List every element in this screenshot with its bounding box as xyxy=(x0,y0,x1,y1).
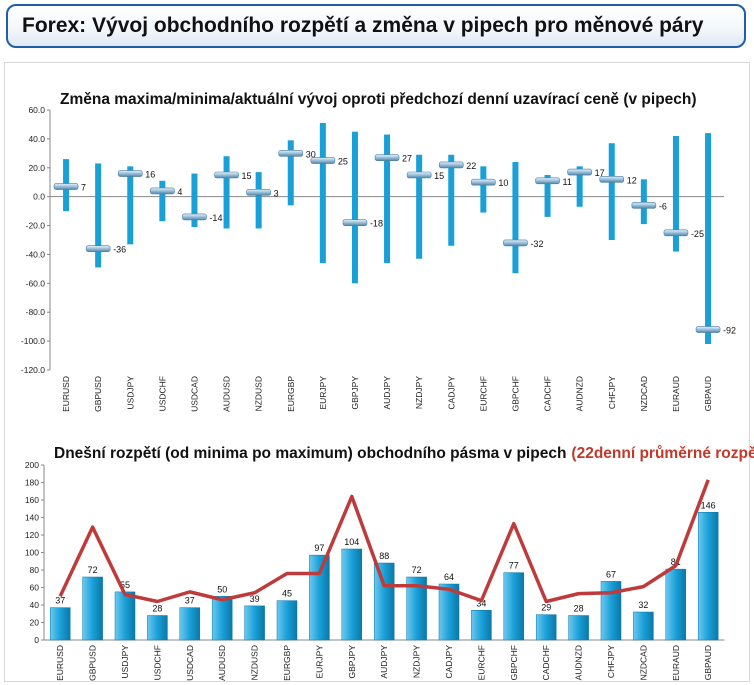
chart1-y-tick-label: -80.0 xyxy=(26,307,46,317)
chart1-range-bar xyxy=(351,131,358,284)
chart1-current-marker xyxy=(471,178,496,186)
chart1-category-label: GBPJPY xyxy=(350,376,360,410)
chart1-category-label: AUDJPY xyxy=(382,376,392,410)
chart1-y-tick-label: -20.0 xyxy=(26,221,46,231)
chart1-category-label: EURCHF xyxy=(478,376,488,411)
chart1-range-bar xyxy=(416,154,423,259)
chart1-category-label: USDCHF xyxy=(157,376,167,411)
charts-panel xyxy=(4,62,750,682)
chart1-current-marker xyxy=(631,202,657,209)
chart1-range-bar xyxy=(319,123,326,264)
chart1-category-label: EURGBP xyxy=(286,376,296,412)
chart1-category-label: NZDCAD xyxy=(639,376,649,411)
chart1-range-bar xyxy=(159,180,166,222)
chart1-range-bar xyxy=(640,179,647,225)
chart1-y-tick-label: 60.0 xyxy=(28,105,45,115)
chart1-range-bar xyxy=(576,166,583,207)
chart1-current-marker xyxy=(310,157,336,164)
chart1-data-label: 7 xyxy=(81,183,86,193)
chart1-y-tick-label: 20.0 xyxy=(28,163,45,173)
chart1-category-label: GBPCHF xyxy=(510,376,520,411)
chart1-category-label: EURAUD xyxy=(671,376,681,412)
chart1-category-label: EURJPY xyxy=(318,376,328,410)
chart1-category-label: NZDJPY xyxy=(414,376,424,409)
chart1-category-label: AUDUSD xyxy=(222,376,232,412)
chart1-category-label: NZDUSD xyxy=(254,376,264,411)
chart1-current-marker xyxy=(374,154,400,161)
chart1-current-marker xyxy=(278,150,304,157)
chart1-data-label: 22 xyxy=(466,161,476,171)
chart1-current-marker xyxy=(117,170,143,177)
chart1-y-tick-label: 40.0 xyxy=(28,134,45,144)
chart1-current-marker xyxy=(53,183,79,190)
chart1-range-bar xyxy=(223,156,230,229)
chart1-data-label: -18 xyxy=(370,219,383,229)
chart1-range-bar xyxy=(287,140,294,206)
chart1-range-bar xyxy=(544,175,551,217)
chart1-data-label: -14 xyxy=(209,213,222,223)
chart1-category-label: EURUSD xyxy=(61,376,71,412)
chart1-title: Změna maxima/minima/aktuální vývoj oprot… xyxy=(60,91,697,108)
chart1-y-tick-label: -120.0 xyxy=(21,365,45,375)
chart1-current-marker xyxy=(599,176,625,183)
chart1-y-tick-label: -60.0 xyxy=(26,278,46,288)
chart1-data-label: 30 xyxy=(306,149,316,159)
chart1-data-label: 17 xyxy=(595,168,605,178)
chart1-data-label: -92 xyxy=(723,326,736,336)
chart1-range-bar xyxy=(480,166,487,213)
chart1-y-tick-label: -100.0 xyxy=(21,336,45,346)
chart1-range-bar xyxy=(95,163,102,268)
chart1-category-label: GBPUSD xyxy=(93,376,103,412)
chart1-data-label: 15 xyxy=(434,171,444,181)
chart1-y-tick-label: -40.0 xyxy=(26,249,46,259)
chart1-current-marker xyxy=(182,213,207,221)
chart1-range-bar xyxy=(255,172,262,229)
chart1-range-bar xyxy=(448,154,455,246)
chart1-category-label: CHFJPY xyxy=(607,376,617,409)
chart1-data-label: 25 xyxy=(338,157,348,167)
chart1-category-label: USDJPY xyxy=(125,376,135,410)
pip-change-chart: Změna maxima/minima/aktuální vývoj oprot… xyxy=(21,91,736,412)
chart1-data-label: -25 xyxy=(691,229,704,239)
chart1-current-marker xyxy=(246,189,271,196)
chart1-current-marker xyxy=(406,171,432,179)
chart1-category-label: GBPAUD xyxy=(703,376,713,411)
chart1-range-bar xyxy=(608,143,615,240)
chart1-current-marker xyxy=(214,171,239,179)
chart1-data-label: 16 xyxy=(145,170,155,180)
chart1-y-tick-label: 0.0 xyxy=(33,192,45,202)
chart1-current-marker xyxy=(438,161,464,169)
chart1-data-label: -32 xyxy=(530,239,543,249)
chart1-data-label: 4 xyxy=(177,187,182,197)
chart1-range-bar xyxy=(705,133,712,344)
chart1-current-marker xyxy=(567,168,592,176)
chart1-category-label: CADJPY xyxy=(446,376,456,410)
chart1-current-marker xyxy=(663,229,689,237)
chart1-range-bar xyxy=(127,166,134,245)
chart1-data-label: 12 xyxy=(627,175,637,185)
chart1-range-bar xyxy=(191,173,198,227)
chart1-category-label: AUDNZD xyxy=(575,376,585,411)
chart1-current-marker xyxy=(342,219,368,226)
chart1-current-marker xyxy=(150,187,175,195)
chart1-data-label: 10 xyxy=(498,178,508,188)
chart1-data-label: 27 xyxy=(402,154,412,164)
chart1-data-label: 3 xyxy=(274,188,279,198)
chart1-data-label: 15 xyxy=(242,171,252,181)
chart1-current-marker xyxy=(85,245,111,252)
chart1-current-marker xyxy=(535,177,560,185)
chart1-current-marker xyxy=(695,326,721,333)
chart1-category-label: CADCHF xyxy=(543,376,553,411)
chart1-current-marker xyxy=(503,239,528,247)
chart1-category-label: USDCAD xyxy=(189,376,199,412)
chart1-range-bar xyxy=(672,136,679,252)
chart1-data-label: -6 xyxy=(659,201,667,211)
chart1-range-bar xyxy=(384,134,391,264)
page-title: Forex: Vývoj obchodního rozpětí a změna … xyxy=(22,14,704,37)
chart1-range-bar xyxy=(512,162,519,274)
page-header: Forex: Vývoj obchodního rozpětí a změna … xyxy=(6,4,746,48)
chart1-data-label: 11 xyxy=(563,177,572,187)
chart1-data-label: -36 xyxy=(113,245,126,255)
